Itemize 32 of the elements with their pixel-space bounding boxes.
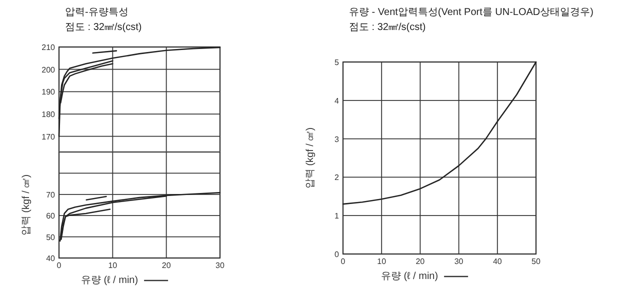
y-tick-label: 190 [42, 88, 56, 97]
y-tick-label: 60 [46, 212, 56, 221]
y-tick-label: 170 [42, 132, 56, 142]
y-tick-label: 50 [46, 232, 56, 242]
y-tick-label: 1 [334, 212, 340, 221]
y-tick-label: 200 [42, 65, 56, 74]
y-tick-label: 2 [334, 173, 340, 182]
x-tick-label: 40 [492, 257, 502, 266]
y-tick-label: 4 [334, 96, 340, 106]
chart-title: 압력-유량특성 [65, 7, 128, 18]
x-tick-label: 10 [377, 257, 387, 266]
x-tick-label: 20 [162, 261, 172, 270]
chart-subtitle: 점도 : 32㎟/s(cst) [349, 22, 426, 33]
x-tick-label: 10 [108, 261, 118, 270]
x-tick-label: 30 [216, 261, 225, 270]
chart-subtitle: 점도 : 32㎟/s(cst) [65, 22, 142, 33]
y-tick-label: 3 [334, 134, 340, 144]
x-tick-label: 0 [340, 257, 346, 266]
x-tick-label: 50 [532, 257, 541, 266]
x-tick-label: 20 [416, 257, 426, 266]
y-tick-label: 70 [46, 190, 56, 200]
y-tick-label: 180 [42, 110, 56, 120]
x-axis-title: 유량 (ℓ / min) [80, 275, 138, 286]
x-tick-label: 30 [454, 257, 464, 266]
y-axis-title: 압력 (kgf / ㎠) [305, 127, 316, 189]
y-tick-label: 210 [42, 43, 56, 52]
y-axis-title: 압력 (kgf / ㎠) [21, 174, 32, 236]
x-axis-title: 유량 (ℓ / min) [380, 271, 438, 282]
y-tick-label: 0 [334, 250, 340, 259]
x-tick-label: 0 [56, 261, 62, 270]
y-tick-label: 5 [334, 58, 340, 67]
chart-title: 유량 - Vent압력특성(Vent Port를 UN-LOAD상태일경우) [349, 7, 594, 18]
